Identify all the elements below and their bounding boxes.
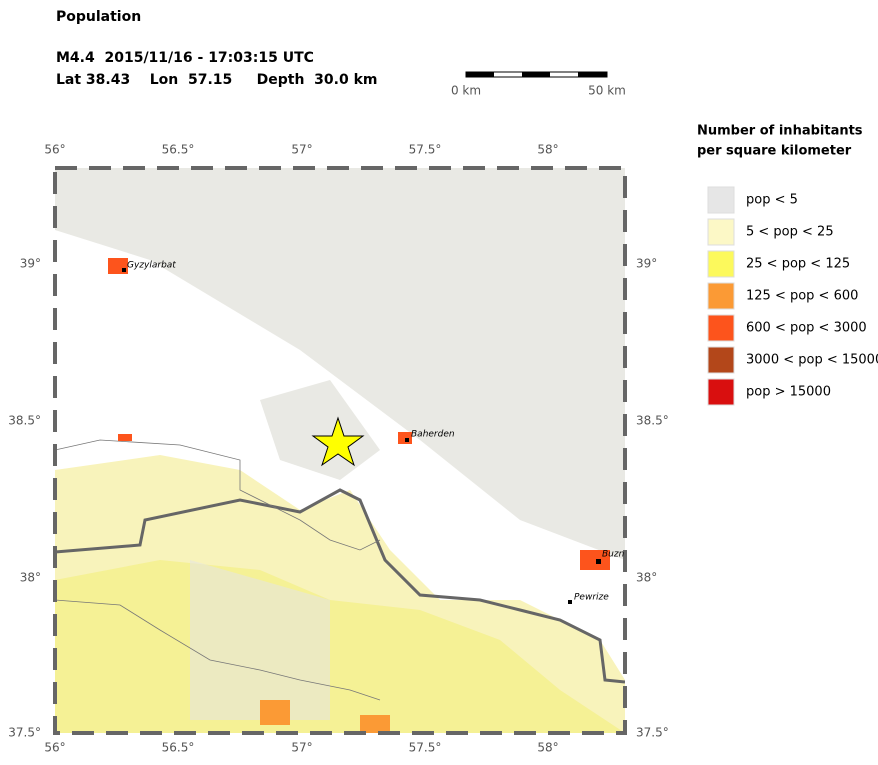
lat-tick-label: 37.5° xyxy=(8,726,41,740)
lat-tick-label: 38.5° xyxy=(636,414,669,428)
legend-label: 3000 < pop < 15000 xyxy=(746,353,878,368)
lat-tick-label: 38° xyxy=(636,571,657,585)
scale-end: 50 km xyxy=(588,84,626,98)
legend-swatch xyxy=(707,282,735,310)
legend-label: 600 < pop < 3000 xyxy=(746,321,867,336)
legend-title: per square kilometer xyxy=(697,144,852,159)
lon-tick-label: 57° xyxy=(291,741,312,755)
lat-tick-label: 39° xyxy=(20,257,41,271)
scale-bar xyxy=(465,71,608,78)
lat-tick-label: 37.5° xyxy=(636,726,669,740)
lon-tick-label: 57.5° xyxy=(409,143,442,157)
legend-swatch xyxy=(707,378,735,406)
lon-tick-label: 56.5° xyxy=(162,143,195,157)
legend-title: Number of inhabitants xyxy=(697,124,863,139)
lon-tick-label: 56° xyxy=(44,143,65,157)
lon-tick-label: 56° xyxy=(44,741,65,755)
lon-tick-label: 56.5° xyxy=(162,741,195,755)
title: Population xyxy=(56,9,141,25)
legend-label: 25 < pop < 125 xyxy=(746,257,850,272)
legend-label: pop > 15000 xyxy=(746,385,831,400)
map-frame xyxy=(53,166,627,735)
legend-label: 5 < pop < 25 xyxy=(746,225,834,240)
city-label: Gyzylarbat xyxy=(127,261,176,271)
city-label: Buzn xyxy=(602,550,625,560)
scale-start: 0 km xyxy=(451,84,481,98)
legend-swatch xyxy=(707,314,735,342)
event: M4.4 2015/11/16 - 17:03:15 UTC xyxy=(56,50,314,66)
city-label: Pewrize xyxy=(574,593,609,603)
lon-tick-label: 57° xyxy=(291,143,312,157)
lon-tick-label: 58° xyxy=(537,741,558,755)
legend-swatch xyxy=(707,218,735,246)
legend-swatch xyxy=(707,186,735,214)
lat-tick-label: 39° xyxy=(636,257,657,271)
legend-swatch xyxy=(707,346,735,374)
city-label: Baherden xyxy=(411,430,455,440)
lat-tick-label: 38° xyxy=(20,571,41,585)
lon-tick-label: 58° xyxy=(537,143,558,157)
location: Lat 38.43 Lon 57.15 Depth 30.0 km xyxy=(56,72,377,88)
legend-label: pop < 5 xyxy=(746,193,798,208)
legend-swatch xyxy=(707,250,735,278)
lon-tick-label: 57.5° xyxy=(409,741,442,755)
map-area xyxy=(55,168,625,733)
lat-tick-label: 38.5° xyxy=(8,414,41,428)
legend-label: 125 < pop < 600 xyxy=(746,289,858,304)
